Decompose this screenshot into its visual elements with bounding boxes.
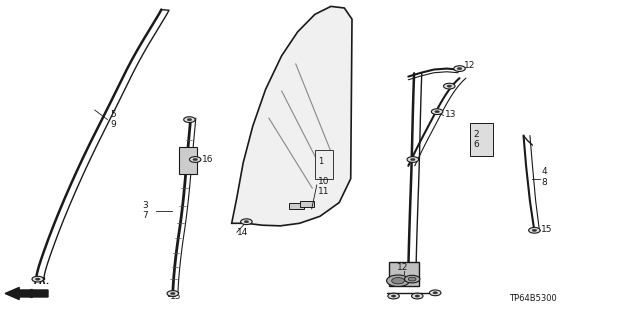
Circle shape <box>408 277 416 281</box>
Circle shape <box>170 292 175 295</box>
Polygon shape <box>315 150 333 179</box>
Text: 13: 13 <box>445 110 456 119</box>
Text: TP64B5300: TP64B5300 <box>509 294 557 303</box>
Text: 3
7: 3 7 <box>142 201 148 220</box>
Text: 1: 1 <box>318 157 323 166</box>
Circle shape <box>410 158 415 161</box>
Circle shape <box>457 67 462 70</box>
Text: 12: 12 <box>397 263 408 272</box>
Circle shape <box>391 295 396 297</box>
Polygon shape <box>470 123 493 156</box>
Circle shape <box>189 157 201 162</box>
Polygon shape <box>389 262 419 286</box>
Circle shape <box>532 229 537 232</box>
Circle shape <box>429 290 441 296</box>
Circle shape <box>167 291 179 296</box>
Circle shape <box>187 118 192 121</box>
Text: 15: 15 <box>170 292 181 301</box>
Circle shape <box>392 278 404 284</box>
Circle shape <box>241 219 252 225</box>
Text: 12: 12 <box>464 61 476 70</box>
Polygon shape <box>232 6 352 226</box>
Polygon shape <box>300 201 314 207</box>
Circle shape <box>404 275 420 283</box>
Circle shape <box>407 157 419 162</box>
Circle shape <box>433 292 438 294</box>
Text: 15: 15 <box>541 225 553 234</box>
Text: 10
11: 10 11 <box>318 177 330 196</box>
Text: 4
8: 4 8 <box>541 167 547 187</box>
Circle shape <box>444 83 455 89</box>
Circle shape <box>415 295 420 297</box>
Polygon shape <box>289 203 304 209</box>
Text: 16: 16 <box>202 155 213 164</box>
Text: 14: 14 <box>237 228 248 237</box>
Polygon shape <box>179 147 197 174</box>
Circle shape <box>431 109 443 115</box>
Circle shape <box>529 227 540 233</box>
Circle shape <box>435 110 440 113</box>
Circle shape <box>387 275 410 286</box>
Circle shape <box>388 293 399 299</box>
Circle shape <box>184 117 195 122</box>
Circle shape <box>193 158 198 161</box>
Circle shape <box>35 278 40 280</box>
Circle shape <box>244 220 249 223</box>
Circle shape <box>32 276 44 282</box>
Text: 5
9: 5 9 <box>110 110 116 129</box>
Circle shape <box>447 85 452 87</box>
FancyArrow shape <box>5 287 48 300</box>
Circle shape <box>454 66 465 71</box>
Text: 2
6: 2 6 <box>474 130 479 149</box>
Circle shape <box>412 293 423 299</box>
Text: FR.: FR. <box>33 277 50 286</box>
